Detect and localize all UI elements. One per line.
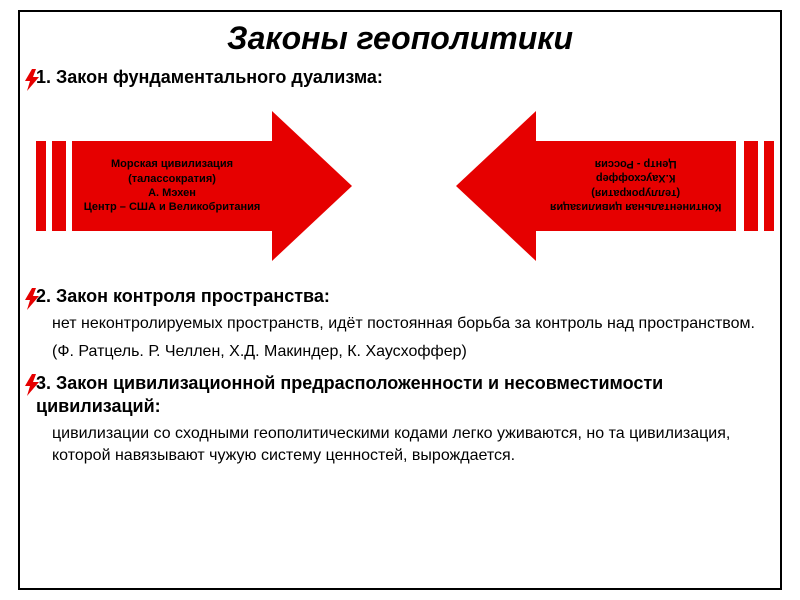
law2-heading: 2. Закон контроля пространства: xyxy=(36,286,764,307)
lightning-icon xyxy=(22,69,42,91)
arrow-body: Морская цивилизация (талассократия) А. М… xyxy=(72,141,272,231)
law3-body: цивилизации со сходными геополитическими… xyxy=(52,423,764,466)
right-trail-bar xyxy=(744,141,758,231)
arrow-body: Континентальная цивилизация (теллурократ… xyxy=(536,141,736,231)
law3-heading: 3. Закон цивилизационной предрасположенн… xyxy=(36,372,764,417)
left-trail-bar xyxy=(36,141,46,231)
arrow-head xyxy=(456,111,536,261)
land-civ-text: Континентальная цивилизация (теллурократ… xyxy=(546,157,725,214)
land-civilization-arrow: Континентальная цивилизация (теллурократ… xyxy=(456,111,736,261)
dualism-diagram: Морская цивилизация (талассократия) А. М… xyxy=(36,96,764,276)
lightning-icon xyxy=(22,288,42,310)
arrow-head xyxy=(272,111,352,261)
slide-frame: Законы геополитики 1. Закон фундаменталь… xyxy=(18,10,782,590)
law2-heading-text: 2. Закон контроля пространства: xyxy=(36,286,330,306)
law2-body-2: (Ф. Ратцель. Р. Челлен, Х.Д. Макиндер, К… xyxy=(52,341,764,363)
lightning-icon xyxy=(22,374,42,396)
law3-heading-text: 3. Закон цивилизационной предрасположенн… xyxy=(36,373,663,416)
right-trail-bar xyxy=(764,141,774,231)
sea-civilization-arrow: Морская цивилизация (талассократия) А. М… xyxy=(72,111,352,261)
law1-heading-text: 1. Закон фундаментального дуализма: xyxy=(36,67,383,87)
slide-title: Законы геополитики xyxy=(36,20,764,57)
left-trail-bar xyxy=(52,141,66,231)
law1-heading: 1. Закон фундаментального дуализма: xyxy=(36,67,764,88)
sea-civ-text: Морская цивилизация (талассократия) А. М… xyxy=(80,157,265,214)
law2-body-1: нет неконтролируемых пространств, идёт п… xyxy=(52,313,764,335)
